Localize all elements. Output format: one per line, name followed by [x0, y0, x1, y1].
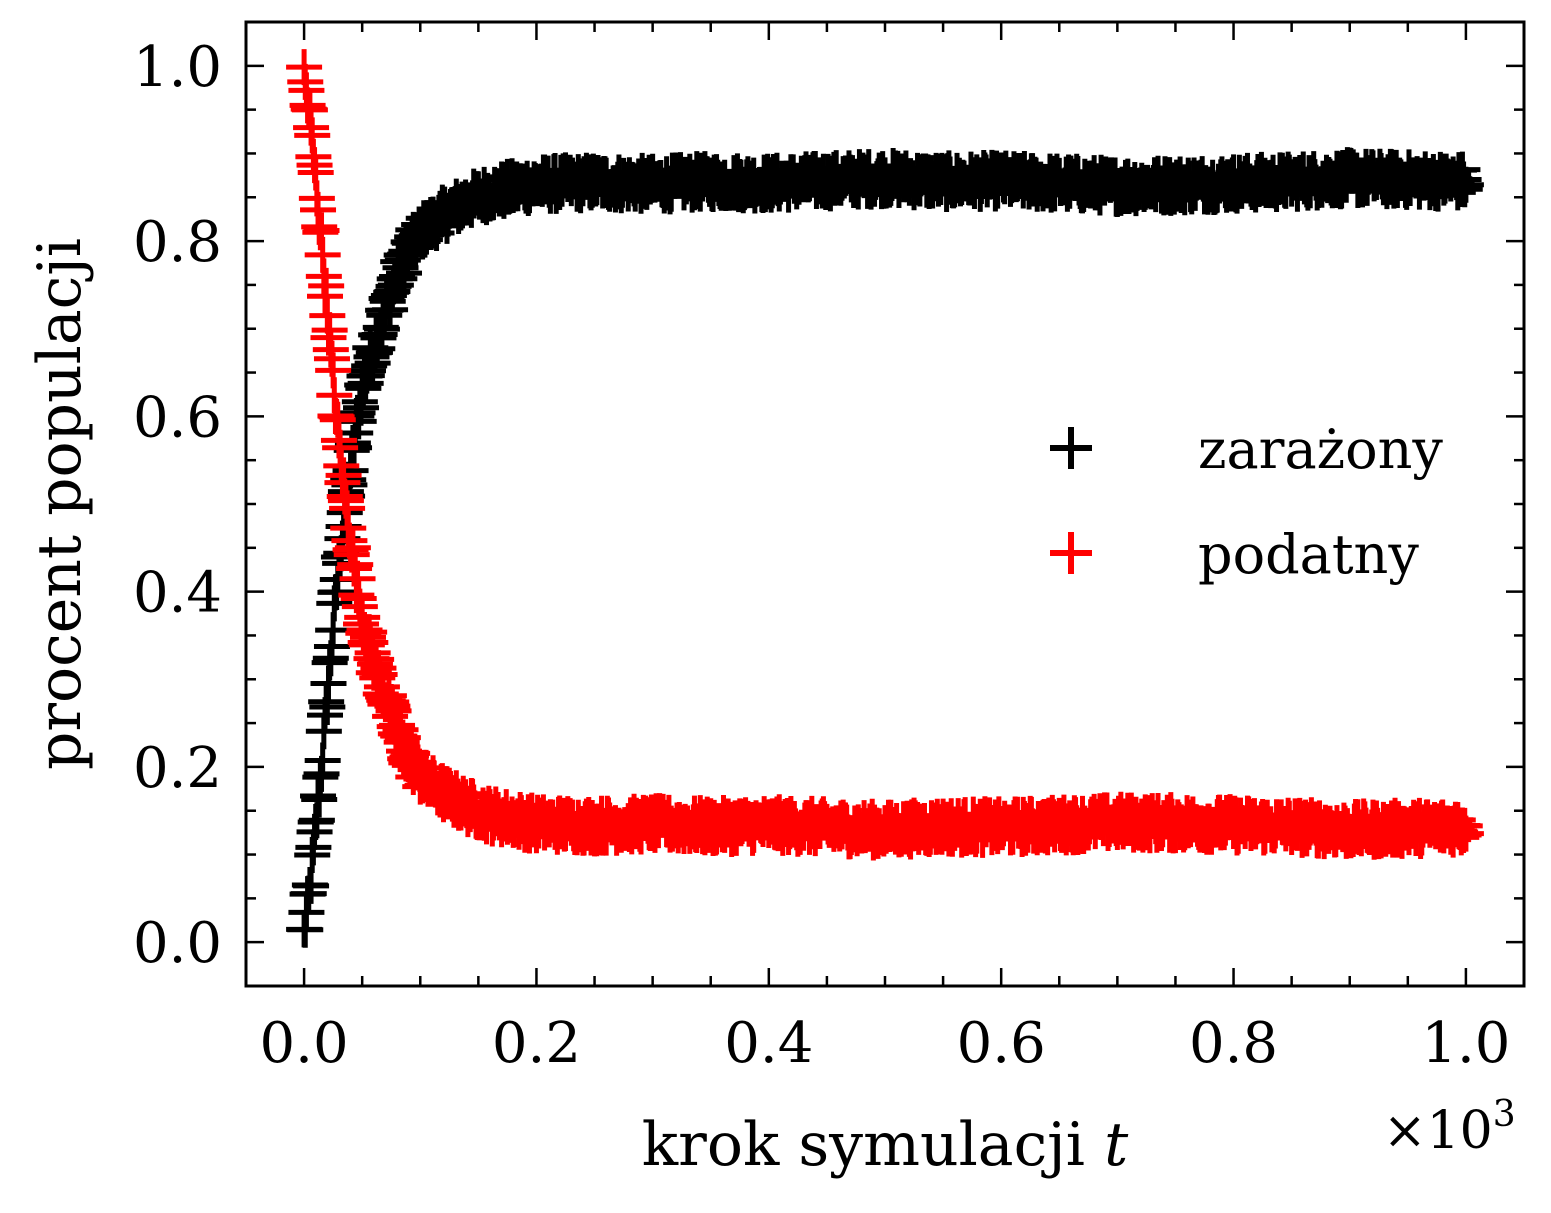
data-point — [293, 867, 330, 904]
x-tick-label: 0.6 — [957, 1011, 1046, 1076]
y-axis-title: procent populacji — [25, 238, 95, 770]
legend-item-zarazony: zarażony — [1050, 418, 1443, 481]
x-tick-label: 0.4 — [724, 1011, 813, 1076]
plot-area-frame — [244, 20, 1526, 988]
x-axis-multiplier-exponent: 3 — [1493, 1094, 1516, 1135]
x-tick-label: 1.0 — [1421, 1011, 1510, 1076]
x-tick-labels: 0.0 0.2 0.4 0.6 0.8 1.0 — [260, 1011, 1511, 1076]
x-tick-label: 0.8 — [1189, 1011, 1278, 1076]
legend: zarażony podatny — [1050, 418, 1443, 586]
legend-marker-podatny — [1050, 532, 1092, 574]
x-tick-label: 0.2 — [492, 1011, 581, 1076]
y-tick-label: 1.0 — [133, 35, 222, 100]
legend-item-podatny: podatny — [1050, 523, 1419, 586]
legend-marker-zarazony — [1050, 427, 1092, 469]
x-axis-variable: t — [1104, 1110, 1129, 1180]
y-tick-label: 0.0 — [133, 911, 222, 976]
data-point — [1447, 815, 1484, 852]
x-axis-title: krok symulacji t — [642, 1110, 1129, 1180]
y-ticks — [246, 64, 1524, 988]
series-zarazony — [286, 147, 1484, 948]
y-tick-label: 0.6 — [133, 385, 222, 450]
y-tick-label: 0.2 — [133, 736, 222, 801]
legend-label-podatny: podatny — [1198, 523, 1419, 586]
legend-label-zarazony: zarażony — [1198, 418, 1443, 481]
x-axis-multiplier-base: ×10 — [1383, 1101, 1493, 1161]
x-ticks — [244, 22, 1468, 986]
y-tick-label: 0.4 — [133, 561, 222, 626]
x-axis-multiplier: ×103 — [1383, 1094, 1516, 1161]
y-tick-label: 0.8 — [133, 210, 222, 275]
x-axis-title-text: krok symulacji — [642, 1110, 1085, 1180]
x-tick-label: 0.0 — [260, 1011, 349, 1076]
y-tick-labels: 0.0 0.2 0.4 0.6 0.8 1.0 — [133, 35, 222, 976]
data-point — [1447, 166, 1484, 203]
series-layer — [286, 49, 1484, 948]
series-podatny — [286, 49, 1484, 861]
